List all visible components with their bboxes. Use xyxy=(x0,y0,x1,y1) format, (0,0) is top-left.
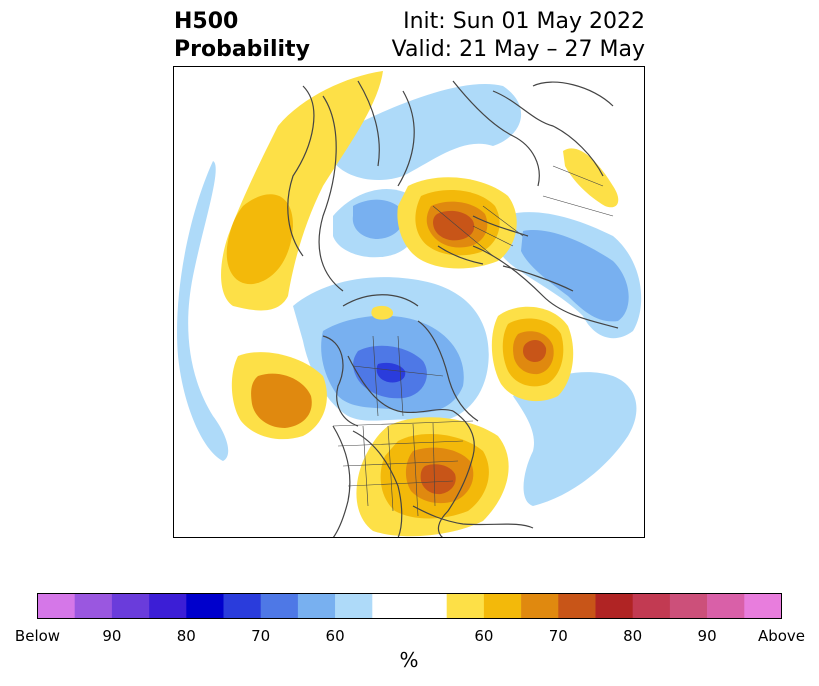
colorbar-cell xyxy=(483,593,522,619)
blue-area-canada-peak xyxy=(376,362,406,383)
above-normal-areas xyxy=(221,71,619,537)
colorbar xyxy=(37,593,782,619)
colorbar-cell xyxy=(297,593,336,619)
colorbar-cell xyxy=(632,593,671,619)
orange-area-pacific xyxy=(226,194,293,285)
colorbar-cell xyxy=(37,593,75,619)
colorbar-cell xyxy=(223,593,261,619)
colorbar-cell xyxy=(186,593,224,619)
colorbar-tick-label: 90 xyxy=(102,627,122,645)
colorbar-tick-label: 70 xyxy=(548,627,568,645)
date-info: Init: Sun 01 May 2022 Valid: 21 May – 27… xyxy=(392,8,645,64)
colorbar-cell xyxy=(669,593,708,619)
colorbar-frame xyxy=(37,593,782,619)
colorbar-cell xyxy=(521,593,559,619)
state-borders xyxy=(332,165,614,517)
blue-area-north-atlantic xyxy=(513,372,637,506)
colorbar-cell xyxy=(335,593,373,619)
map-frame xyxy=(173,66,645,538)
colorbar-cell xyxy=(74,593,113,619)
colorbar-cell xyxy=(446,593,485,619)
peak-area-atlantic xyxy=(523,340,547,362)
orange-area-east-pacific xyxy=(251,373,312,428)
probability-map xyxy=(173,66,645,538)
colorbar-tick-label: 70 xyxy=(251,627,271,645)
colorbar-tick-labels: Below 90 80 70 60 60 70 80 90 Above xyxy=(0,627,819,647)
init-date: Init: Sun 01 May 2022 xyxy=(403,9,645,34)
colorbar-tick-label: 80 xyxy=(623,627,643,645)
blue-area-west-pacific xyxy=(177,161,229,461)
yellow-area-pole xyxy=(371,305,394,320)
chart-title: H500 Probability xyxy=(174,8,310,64)
title-line-2: Probability xyxy=(174,37,310,62)
colorbar-cell xyxy=(707,593,745,619)
colorbar-cell xyxy=(558,593,596,619)
blue-area-north-europe xyxy=(329,84,522,181)
colorbar-tick-label: 60 xyxy=(474,627,494,645)
colorbar-cell xyxy=(744,593,782,619)
valid-range: Valid: 21 May – 27 May xyxy=(391,37,645,62)
yellow-area-europe xyxy=(563,148,619,208)
colorbar-tick-label: 60 xyxy=(325,627,345,645)
title-line-1: H500 xyxy=(174,9,239,34)
colorbar-tick-label: Below xyxy=(14,627,61,645)
blue-area-asia-core xyxy=(521,230,629,322)
coastlines xyxy=(287,80,619,538)
colorbar-cell xyxy=(111,593,150,619)
colorbar-tick-label: Above xyxy=(757,627,806,645)
peak-area-eastern-us xyxy=(420,464,456,495)
colorbar-cell xyxy=(595,593,633,619)
colorbar-unit: % xyxy=(399,648,419,672)
peak-area-siberia xyxy=(433,210,475,241)
colorbar-cell xyxy=(149,593,187,619)
colorbar-tick-label: 80 xyxy=(176,627,196,645)
blue-area-arctic-core xyxy=(352,199,404,239)
colorbar-tick-label: 90 xyxy=(697,627,717,645)
colorbar-cell xyxy=(372,593,447,619)
colorbar-cell xyxy=(260,593,299,619)
